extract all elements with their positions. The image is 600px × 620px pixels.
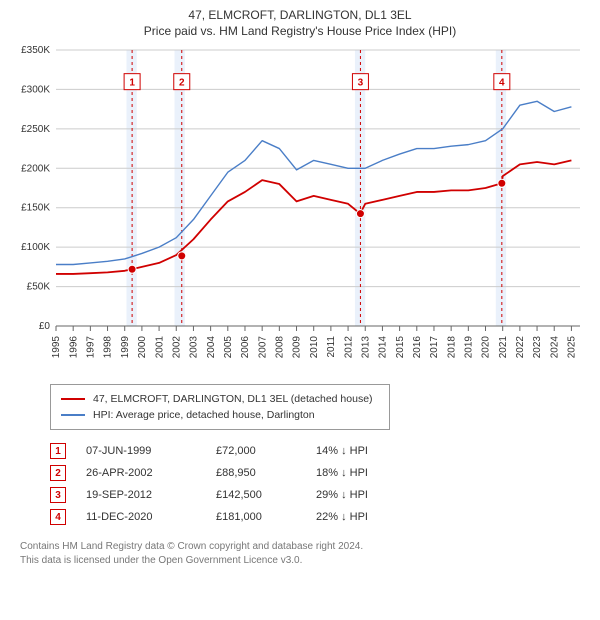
footer-line: This data is licensed under the Open Gov… bbox=[20, 554, 580, 568]
svg-text:3: 3 bbox=[358, 78, 364, 89]
svg-text:£300K: £300K bbox=[21, 84, 50, 95]
transaction-marker-badge: 1 bbox=[50, 443, 66, 459]
table-row: 1 07-JUN-1999 £72,000 14% ↓ HPI bbox=[50, 440, 580, 462]
svg-text:2008: 2008 bbox=[275, 336, 286, 359]
svg-text:£350K: £350K bbox=[21, 45, 50, 56]
transaction-price: £88,950 bbox=[216, 467, 316, 479]
legend: 47, ELMCROFT, DARLINGTON, DL1 3EL (detac… bbox=[50, 384, 390, 430]
svg-text:£50K: £50K bbox=[27, 282, 51, 293]
svg-text:1996: 1996 bbox=[68, 336, 79, 359]
svg-text:2017: 2017 bbox=[429, 336, 440, 359]
transaction-marker-badge: 2 bbox=[50, 465, 66, 481]
legend-swatch-paid bbox=[61, 398, 85, 400]
svg-text:1995: 1995 bbox=[51, 336, 62, 359]
svg-text:2004: 2004 bbox=[206, 336, 217, 359]
svg-text:£250K: £250K bbox=[21, 124, 50, 135]
svg-text:2013: 2013 bbox=[360, 336, 371, 359]
svg-text:£100K: £100K bbox=[21, 242, 50, 253]
transaction-price: £72,000 bbox=[216, 445, 316, 457]
svg-text:2021: 2021 bbox=[498, 336, 509, 359]
svg-text:2024: 2024 bbox=[549, 336, 560, 359]
svg-text:2012: 2012 bbox=[343, 336, 354, 359]
svg-text:4: 4 bbox=[499, 78, 505, 89]
svg-text:2009: 2009 bbox=[292, 336, 303, 359]
chart-area: £0 £50K £100K £150K £200K £250K £300K £350K 1995… bbox=[10, 44, 590, 374]
svg-text:2019: 2019 bbox=[464, 336, 475, 359]
svg-text:2016: 2016 bbox=[412, 336, 423, 359]
transaction-delta: 29% ↓ HPI bbox=[316, 489, 426, 501]
transaction-date: 07-JUN-1999 bbox=[86, 445, 216, 457]
transaction-delta: 22% ↓ HPI bbox=[316, 511, 426, 523]
svg-text:2011: 2011 bbox=[326, 336, 337, 358]
svg-text:2007: 2007 bbox=[257, 336, 268, 359]
svg-text:£200K: £200K bbox=[21, 163, 50, 174]
svg-text:1: 1 bbox=[129, 78, 135, 89]
svg-text:£150K: £150K bbox=[21, 203, 50, 214]
transaction-delta: 18% ↓ HPI bbox=[316, 467, 426, 479]
table-row: 4 11-DEC-2020 £181,000 22% ↓ HPI bbox=[50, 506, 580, 528]
transaction-date: 11-DEC-2020 bbox=[86, 511, 216, 523]
svg-text:2015: 2015 bbox=[395, 336, 406, 359]
transaction-marker-badge: 4 bbox=[50, 509, 66, 525]
page-container: 47, ELMCROFT, DARLINGTON, DL1 3EL Price … bbox=[0, 0, 600, 620]
svg-text:2006: 2006 bbox=[240, 336, 251, 359]
legend-label: 47, ELMCROFT, DARLINGTON, DL1 3EL (detac… bbox=[93, 393, 373, 405]
transaction-delta: 14% ↓ HPI bbox=[316, 445, 426, 457]
svg-text:2010: 2010 bbox=[309, 336, 320, 359]
svg-text:2: 2 bbox=[179, 78, 185, 89]
legend-swatch-hpi bbox=[61, 414, 85, 416]
chart-title-sub: Price paid vs. HM Land Registry's House … bbox=[10, 24, 590, 38]
chart-title-main: 47, ELMCROFT, DARLINGTON, DL1 3EL bbox=[10, 8, 590, 22]
footer-attribution: Contains HM Land Registry data © Crown c… bbox=[20, 540, 580, 567]
transaction-date: 19-SEP-2012 bbox=[86, 489, 216, 501]
svg-text:2003: 2003 bbox=[189, 336, 200, 359]
svg-text:1998: 1998 bbox=[103, 336, 114, 359]
price-chart: £0 £50K £100K £150K £200K £250K £300K £350K 1995… bbox=[10, 44, 590, 374]
transaction-date: 26-APR-2002 bbox=[86, 467, 216, 479]
svg-text:2025: 2025 bbox=[567, 336, 578, 359]
svg-text:2005: 2005 bbox=[223, 336, 234, 359]
footer-line: Contains HM Land Registry data © Crown c… bbox=[20, 540, 580, 554]
chart-titles: 47, ELMCROFT, DARLINGTON, DL1 3EL Price … bbox=[10, 8, 590, 38]
svg-text:£0: £0 bbox=[39, 321, 51, 332]
svg-text:2002: 2002 bbox=[171, 336, 182, 359]
svg-text:1999: 1999 bbox=[120, 336, 131, 359]
svg-text:2001: 2001 bbox=[154, 336, 165, 359]
transaction-marker-badge: 3 bbox=[50, 487, 66, 503]
svg-text:2018: 2018 bbox=[446, 336, 457, 359]
legend-row: HPI: Average price, detached house, Darl… bbox=[61, 407, 379, 423]
svg-text:2014: 2014 bbox=[378, 336, 389, 359]
legend-row: 47, ELMCROFT, DARLINGTON, DL1 3EL (detac… bbox=[61, 391, 379, 407]
table-row: 3 19-SEP-2012 £142,500 29% ↓ HPI bbox=[50, 484, 580, 506]
svg-text:2022: 2022 bbox=[515, 336, 526, 359]
transaction-price: £142,500 bbox=[216, 489, 316, 501]
transaction-price: £181,000 bbox=[216, 511, 316, 523]
svg-text:2023: 2023 bbox=[532, 336, 543, 359]
svg-text:2020: 2020 bbox=[481, 336, 492, 359]
transactions-table: 1 07-JUN-1999 £72,000 14% ↓ HPI 2 26-APR… bbox=[50, 440, 580, 528]
svg-text:2000: 2000 bbox=[137, 336, 148, 359]
table-row: 2 26-APR-2002 £88,950 18% ↓ HPI bbox=[50, 462, 580, 484]
svg-text:1997: 1997 bbox=[86, 336, 97, 359]
legend-label: HPI: Average price, detached house, Darl… bbox=[93, 409, 315, 421]
